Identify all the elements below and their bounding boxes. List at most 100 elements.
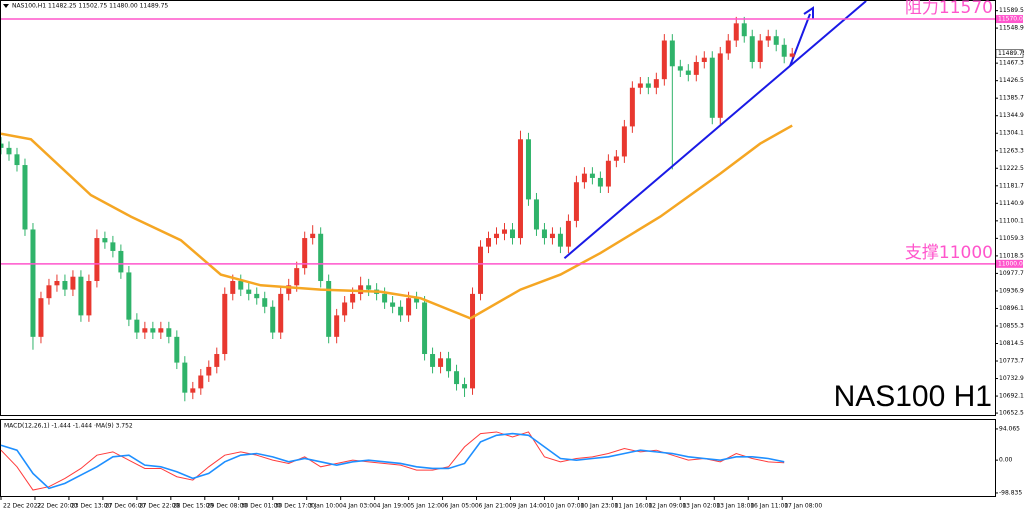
candle-body — [494, 233, 500, 239]
candle-body — [677, 66, 683, 71]
x-tick-label: 22 Dec 2022 — [3, 503, 42, 510]
candle-body — [190, 388, 196, 393]
candle-body — [150, 328, 156, 333]
x-tick-label: 23 Dec 13:00 — [71, 503, 112, 510]
candle-body — [581, 173, 587, 183]
trend-line — [563, 1, 867, 260]
y-tick-label: 10773.70 — [999, 358, 1024, 365]
x-tick-label: 16 Jan 11:00 — [750, 503, 788, 510]
level-box-label: 11000.00 — [998, 260, 1024, 267]
candle-body — [30, 229, 36, 337]
candle-body — [46, 285, 52, 299]
header-icon — [3, 4, 9, 8]
x-tick-label: 28 Dec 15:00 — [173, 503, 214, 510]
level-box — [996, 15, 1023, 24]
candle-body — [126, 272, 132, 320]
candle-body — [478, 246, 484, 294]
candle-body — [573, 182, 579, 221]
x-tick-label: 13 Jan 02:00 — [682, 503, 720, 510]
y-tick-label: 10855.30 — [999, 322, 1024, 329]
y-tick-label: 11059.30 — [999, 235, 1024, 242]
candle-body — [525, 139, 531, 200]
candle-body — [693, 61, 699, 75]
candle-body — [438, 358, 444, 367]
x-tick-label: 11 Jan 16:00 — [614, 503, 652, 510]
candle-body — [54, 281, 60, 286]
candle-body — [446, 358, 452, 372]
header: NAS100,H1 11482.25 11502.75 11480.00 114… — [12, 3, 168, 10]
candle-body — [454, 371, 460, 385]
y-tick-label: 11100.10 — [999, 217, 1024, 224]
candle-body — [685, 70, 691, 75]
candle-body — [206, 366, 212, 376]
y-tick-label: 10977.70 — [999, 270, 1024, 277]
main-frame — [0, 0, 996, 416]
candle-body — [733, 23, 739, 41]
candle-body — [94, 238, 100, 282]
x-tick-label: 10 Jan 07:00 — [546, 503, 584, 510]
candle-body — [781, 44, 787, 57]
arrow-shaft — [789, 13, 811, 67]
macd-frame — [0, 419, 996, 497]
candle-body — [398, 306, 404, 316]
candle-body — [541, 229, 547, 239]
y-tick-label: 11018.50 — [999, 252, 1024, 259]
candle-body — [701, 57, 707, 62]
candle-body — [254, 293, 260, 299]
moving-average — [1, 124, 793, 320]
candle-body — [549, 233, 555, 239]
candle-body — [62, 281, 68, 290]
y-tick-label: 11304.10 — [999, 130, 1024, 137]
candle-body — [414, 298, 420, 303]
candle-body — [342, 302, 348, 316]
candle-body — [158, 328, 164, 333]
y-tick-label: 10732.90 — [999, 375, 1024, 382]
x-tick-label: 5 Jan 12:00 — [411, 503, 445, 510]
candle-body — [222, 293, 228, 355]
candle-body — [1, 143, 4, 148]
candle-body — [38, 298, 44, 337]
candle-body — [765, 36, 771, 41]
candle-body — [757, 40, 763, 62]
candle-body — [238, 281, 244, 290]
candle-body — [334, 315, 340, 337]
candle-body — [166, 328, 172, 337]
candle-body — [637, 83, 643, 88]
candle-body — [6, 147, 12, 155]
candle-body — [246, 289, 252, 294]
plot — [1, 1, 867, 402]
x-tick-label: 10 Jan 23:00 — [580, 503, 618, 510]
level-note: 支撑11000 — [905, 243, 993, 263]
x-tick-label: 9 Jan 14:00 — [512, 503, 546, 510]
level-box — [996, 259, 1023, 268]
candle-body — [198, 375, 204, 389]
candle-body — [382, 293, 388, 303]
x-tick-label: 3 Jan 10:00 — [309, 503, 343, 510]
y-tick-label: 11222.50 — [999, 165, 1024, 172]
candle-body — [310, 233, 316, 239]
candle-body — [621, 126, 627, 157]
y-tick-label: 10652.50 — [999, 410, 1024, 417]
arrow — [789, 6, 814, 67]
candle-body — [294, 268, 300, 286]
candle-body — [22, 165, 28, 230]
candle-body — [134, 319, 140, 333]
candle-body — [645, 83, 651, 88]
candle-body — [70, 276, 76, 290]
candle-body — [653, 79, 659, 88]
candle-body — [286, 285, 292, 294]
candle-body — [430, 354, 436, 367]
x-tick-label: 27 Dec 06:00 — [105, 503, 146, 510]
candle-body — [589, 173, 595, 178]
x-tick-label: 12 Jan 09:00 — [648, 503, 686, 510]
watermark: NAS100 H1 — [834, 380, 992, 413]
x-tick-label: 4 Jan 03:00 — [343, 503, 377, 510]
candle-body — [565, 220, 571, 247]
x-tick-label: 6 Jan 05:00 — [445, 503, 479, 510]
x-tick-label: 30 Dec 01:00 — [241, 503, 282, 510]
candle-body — [741, 23, 747, 37]
x-tick-label: 30 Dec 17:00 — [275, 503, 316, 510]
candle-body — [262, 298, 268, 307]
candle-body — [789, 53, 795, 57]
x-tick-label: 22 Dec 20:00 — [37, 503, 78, 510]
